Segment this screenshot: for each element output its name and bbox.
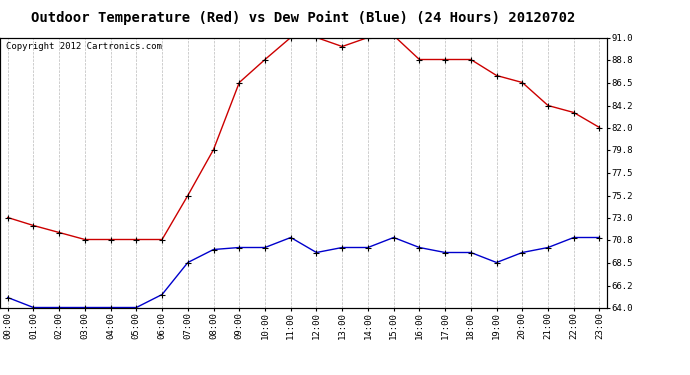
Text: Outdoor Temperature (Red) vs Dew Point (Blue) (24 Hours) 20120702: Outdoor Temperature (Red) vs Dew Point (… — [32, 11, 575, 26]
Text: Copyright 2012 Cartronics.com: Copyright 2012 Cartronics.com — [6, 42, 162, 51]
